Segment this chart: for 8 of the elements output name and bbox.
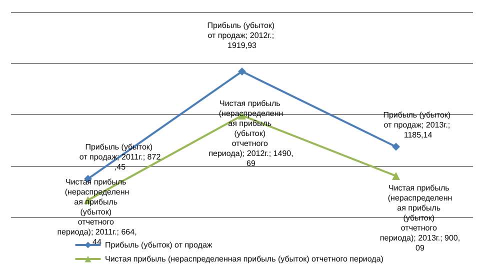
point [392,172,400,180]
data-label: Прибыль (убыток) от продаж; 2013г.; 1185,14 [383,110,453,140]
legend-label: Прибыль (убыток) от продаж [105,240,213,250]
data-label: Чистая прибыль (нераспределенная прибыль (убыток) отчетного периода); 2013г.; 900,09 [380,183,460,252]
data-label: Прибыль (убыток) от продаж; 2012г.; 1919,93 [207,20,277,50]
point [392,142,400,151]
point [238,67,246,76]
legend-label: Чистая прибыль (нераспределенная прибыль (убыток) отчетного периода) [105,254,384,264]
